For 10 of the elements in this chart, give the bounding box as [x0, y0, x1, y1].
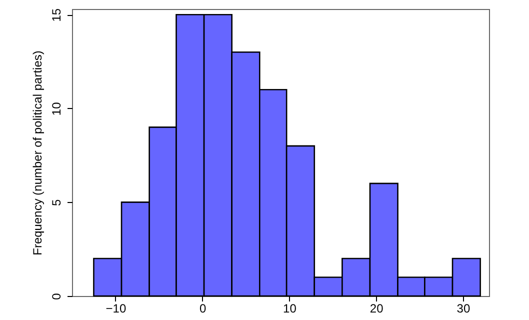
- y-axis-title: Frequency (number of political parties): [30, 50, 44, 256]
- x-tick-label: −10: [106, 302, 126, 316]
- x-tick-label: 20: [370, 302, 384, 316]
- y-tick-label: 5: [50, 199, 64, 206]
- y-tick-label: 15: [50, 8, 64, 22]
- x-tick-label: 30: [456, 302, 470, 316]
- y-tick-label: 10: [50, 102, 64, 116]
- x-tick-label: 10: [283, 302, 297, 316]
- y-tick-label: 0: [50, 292, 64, 300]
- x-tick-label: 0: [199, 302, 206, 316]
